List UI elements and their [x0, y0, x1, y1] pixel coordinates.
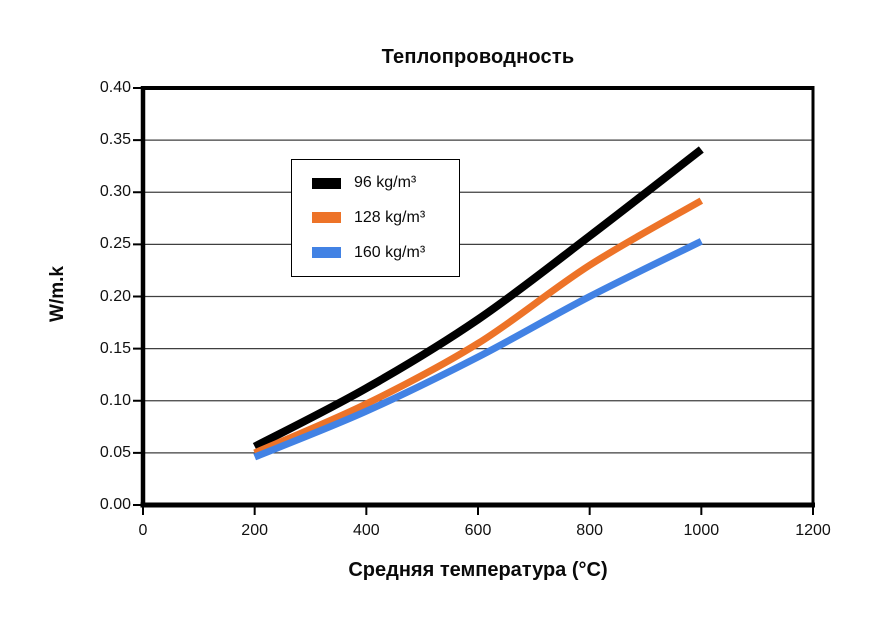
legend-swatch-series-0 — [312, 177, 341, 189]
y-tick-label: 0.35 — [99, 131, 131, 149]
chart-title: Теплопроводность — [381, 46, 575, 68]
legend-swatch-series-1 — [312, 212, 341, 224]
y-tick-label: 0.25 — [99, 235, 131, 253]
legend-label: 128 kg/m³ — [354, 208, 426, 226]
x-tick-label: 1200 — [795, 522, 831, 539]
legend-item: 160 kg/m³ — [312, 244, 459, 262]
series-line-2 — [253, 238, 703, 461]
legend-label: 160 kg/m³ — [354, 243, 426, 261]
x-axis-title: Средняя температура (°C) — [348, 559, 608, 581]
y-tick-label: 0.15 — [99, 339, 131, 357]
x-tick-label: 800 — [576, 522, 603, 539]
legend-label: 96 kg/m³ — [354, 174, 417, 192]
legend: 96 kg/m³ 128 kg/m³ 160 kg/m³ — [291, 159, 460, 277]
y-tick-label: 0.40 — [99, 79, 131, 96]
legend-item: 96 kg/m³ — [312, 174, 459, 192]
series-line-1 — [253, 197, 704, 457]
x-tick-label: 1000 — [683, 522, 720, 539]
x-tick-label: 400 — [352, 522, 380, 539]
x-tick-label: 600 — [464, 522, 492, 539]
y-tick-label: 0.05 — [99, 443, 131, 461]
y-tick-label: 0.10 — [99, 391, 131, 409]
y-tick-label: 0.00 — [99, 496, 131, 513]
y-tick-label: 0.30 — [99, 183, 131, 201]
legend-item: 128 kg/m³ — [312, 209, 459, 227]
series-line-0 — [252, 146, 704, 451]
x-tick-label: 200 — [241, 522, 268, 539]
legend-swatch-series-2 — [312, 247, 341, 259]
y-tick-label: 0.20 — [99, 287, 131, 305]
x-tick-label: 0 — [138, 522, 148, 539]
